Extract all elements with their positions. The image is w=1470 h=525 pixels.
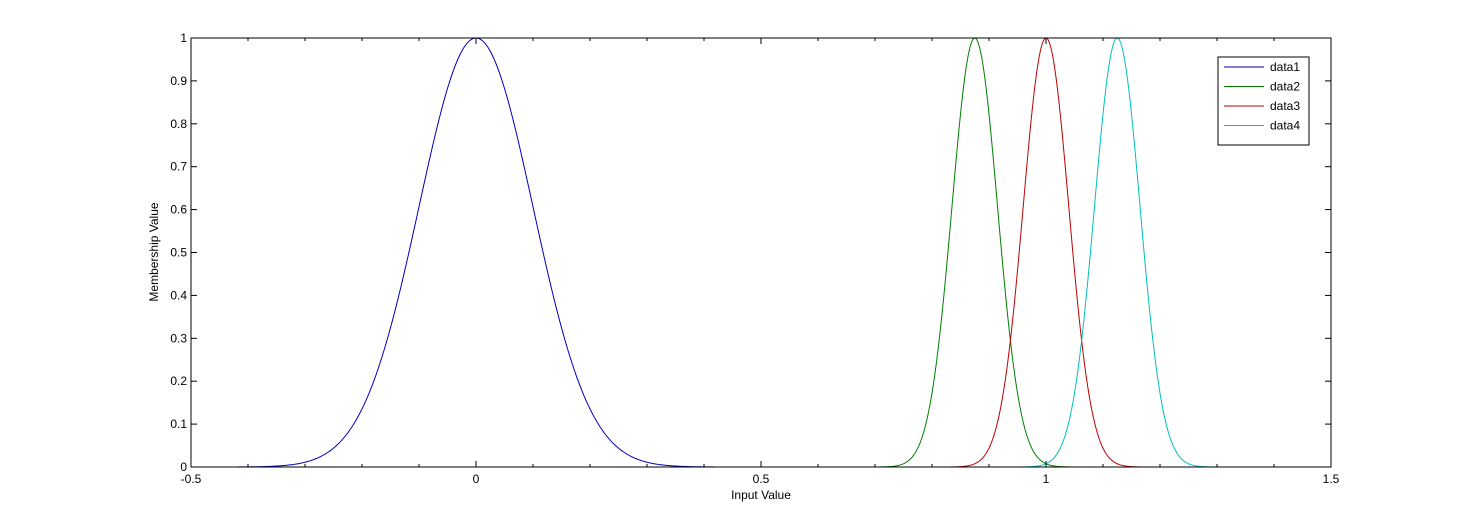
x-tick-label: 1.5 [1323,472,1340,486]
x-axis-label: Input Value [731,488,791,502]
y-tick-label: 0.5 [170,246,187,260]
y-tick-label: 0.7 [170,160,187,174]
x-tick-label: 1 [1043,472,1050,486]
y-tick-label: 0.2 [170,374,187,388]
legend-label-data3: data3 [1270,99,1300,113]
legend: data1 data2 data3 data4 [1217,56,1310,146]
x-tick-label: -0.5 [181,472,202,486]
y-tick-label: 0.1 [170,417,187,431]
y-tick-label: 1 [180,31,187,45]
x-tick-label: 0.5 [753,472,770,486]
ticks-layer: -0.5 0 0.5 1 1.500.10.20.30.40.50.60.70.80.9… [170,31,1339,486]
y-tick-label: 0.8 [170,117,187,131]
y-axis-label: Membership Value [147,202,161,301]
plot-area [191,38,1331,467]
legend-label-data1: data1 [1270,60,1300,74]
legend-label-data4: data4 [1270,119,1300,133]
y-tick-label: 0.9 [170,74,187,88]
y-tick-label: 0.4 [170,288,187,302]
legend-label-data2: data2 [1270,80,1300,94]
legend-box [1217,56,1310,146]
x-tick-label: 0 [473,472,480,486]
y-tick-label: 0 [180,460,187,474]
y-tick-label: 0.6 [170,203,187,217]
y-tick-label: 0.3 [170,331,187,345]
